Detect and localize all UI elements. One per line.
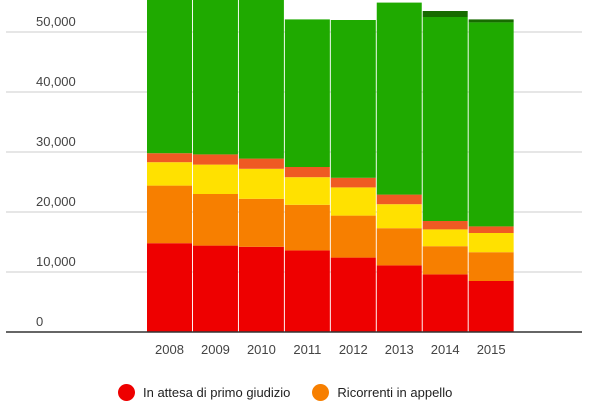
bar-segment-2011-s0[interactable] (284, 250, 330, 332)
x-tick-label-2015: 2015 (477, 342, 506, 357)
bar-segment-2013-s4[interactable] (376, 2, 422, 195)
bar-segment-2014-s3[interactable] (422, 221, 468, 230)
bar-segment-2011-s1[interactable] (284, 204, 330, 251)
bar-segment-2010-s0[interactable] (238, 246, 284, 332)
bar-segment-2011-s2[interactable] (284, 177, 330, 205)
gridlines: 0 10,000 20,000 30,000 40,000 50,000 (6, 14, 582, 329)
x-tick-label-2011: 2011 (293, 342, 321, 357)
bar-segment-2011-s3[interactable] (284, 167, 330, 178)
bar-segment-2015-s0[interactable] (468, 281, 514, 332)
bar-stacks (147, 0, 514, 332)
bar-segment-2009-s1[interactable] (192, 194, 238, 246)
bar-segment-2013-s3[interactable] (376, 194, 422, 205)
bar-segment-2011-s4[interactable] (284, 19, 330, 168)
legend-swatch (312, 384, 330, 401)
legend-swatch (118, 384, 135, 401)
x-tick-label-2009: 2009 (201, 342, 230, 357)
x-tick-label-2008: 2008 (155, 342, 184, 357)
legend-label: In attesa di primo giudizio (143, 385, 291, 400)
y-tick-label: 50,000 (36, 14, 76, 29)
bar-segment-2009-s0[interactable] (192, 245, 238, 332)
legend: In attesa di primo giudizio Ricorrenti in… (118, 384, 452, 401)
bar-segment-2010-s2[interactable] (238, 168, 284, 199)
bar-segment-2012-s0[interactable] (330, 257, 376, 332)
bar-segment-2014-s0[interactable] (422, 274, 468, 332)
bar-segment-2010-s1[interactable] (238, 198, 284, 247)
bar-segment-2012-s4[interactable] (330, 20, 376, 178)
bar-segment-2008-s0[interactable] (147, 243, 192, 332)
bar-segment-2015-s4[interactable] (468, 22, 514, 227)
y-tick-label: 0 (36, 314, 43, 329)
y-tick-label: 40,000 (36, 74, 76, 89)
bar-segment-2014-s2[interactable] (422, 229, 468, 247)
bar-segment-2008-s4[interactable] (147, 0, 192, 154)
bar-segment-2015-s2[interactable] (468, 233, 514, 253)
x-axis-tick-labels: 2008 2009 2010 2011 2012 2013 2014 2015 (155, 342, 506, 357)
y-tick-label: 10,000 (36, 254, 76, 269)
bar-segment-2008-s2[interactable] (147, 162, 192, 186)
bar-segment-2009-s2[interactable] (192, 164, 238, 194)
bar-segment-2009-s4[interactable] (192, 0, 238, 155)
bar-segment-2013-s2[interactable] (376, 204, 422, 229)
bar-segment-2008-s3[interactable] (147, 153, 192, 163)
y-tick-label: 20,000 (36, 194, 76, 209)
bar-segment-2014-s5[interactable] (422, 11, 468, 17)
legend-label: Ricorrenti in appello (337, 385, 453, 400)
bar-segment-2012-s2[interactable] (330, 187, 376, 216)
bar-segment-2013-s1[interactable] (376, 228, 422, 266)
bar-segment-2015-s1[interactable] (468, 252, 514, 281)
bar-segment-2015-s3[interactable] (468, 226, 514, 233)
x-tick-label-2013: 2013 (385, 342, 414, 357)
bar-segment-2014-s1[interactable] (422, 246, 468, 275)
x-tick-label-2012: 2012 (339, 342, 368, 357)
bar-segment-2012-s3[interactable] (330, 177, 376, 188)
legend-item[interactable]: Ricorrenti in appello (312, 384, 452, 401)
bar-segment-2010-s4[interactable] (238, 0, 284, 159)
bar-segment-2015-s5[interactable] (468, 19, 514, 23)
bar-segment-2008-s1[interactable] (147, 185, 192, 244)
bar-segment-2013-s0[interactable] (376, 265, 422, 332)
bar-segment-2009-s3[interactable] (192, 154, 238, 165)
bar-segment-2010-s3[interactable] (238, 158, 284, 169)
x-tick-label-2010: 2010 (247, 342, 276, 357)
bar-segment-2014-s4[interactable] (422, 17, 468, 221)
bar-segment-2012-s1[interactable] (330, 215, 376, 258)
x-tick-label-2014: 2014 (431, 342, 460, 357)
y-tick-label: 30,000 (36, 134, 76, 149)
legend-item[interactable]: In attesa di primo giudizio (118, 384, 290, 401)
